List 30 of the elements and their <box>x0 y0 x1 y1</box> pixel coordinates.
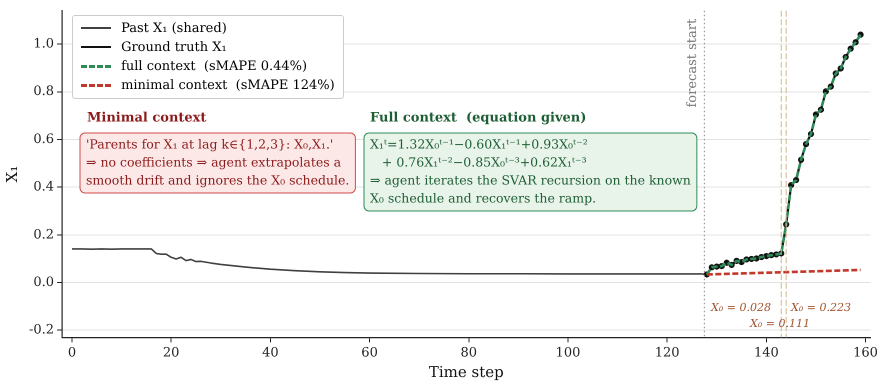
x-tick-label: 60 <box>361 346 378 361</box>
y-tick-label: 1.0 <box>33 36 54 52</box>
x-tick-label: 140 <box>754 346 779 361</box>
x-tick-label: 80 <box>460 346 478 361</box>
legend-label: Ground truth X₁ <box>121 38 227 57</box>
legend-label: Past X₁ (shared) <box>121 20 227 38</box>
annotation: Full context (equation given) <box>370 110 586 126</box>
x-tick-label: 0 <box>68 346 76 361</box>
x-tick-label: 160 <box>853 346 878 361</box>
y-tick-label: 0.2 <box>33 227 54 242</box>
ref-line-label: forecast start <box>685 18 700 108</box>
annotation: X₀ = 0.028 <box>710 300 771 314</box>
y-tick-label: 0.6 <box>33 132 54 147</box>
y-tick-label: 0.0 <box>33 274 54 290</box>
annotation: X₁ᵗ=1.32X₀ᵗ⁻¹−0.60X₁ᵗ⁻¹+0.93X₀ᵗ⁻² + 0.76X₁ᵗ⁻²−0.85X₀ᵗ⁻³+0.62X₁ᵗ⁻³ ⇒ agent iterates the SVAR recursion on the known X₀ schedule and recovers the ramp. <box>370 136 691 206</box>
x-tick-label: 100 <box>556 346 580 361</box>
y-tick-label: 0.8 <box>33 84 54 100</box>
annotation: X₀ = 0.111 <box>749 316 810 330</box>
annotation: X₀ = 0.223 <box>790 300 851 314</box>
x-tick-label: 20 <box>162 346 180 361</box>
x-tick-label: 40 <box>262 346 279 361</box>
annotation: 'Parents for X₁ at lag k∈{1,2,3}: X₀,X₁.' ⇒ no coefficients ⇒ agent extrapolates a smooth drift and ignores the X₀ schedule. <box>86 136 350 188</box>
annotation: Minimal context <box>87 110 206 126</box>
x-tick-label: 120 <box>654 346 680 361</box>
x-axis-title: Time step <box>428 362 504 381</box>
legend-label: full context (sMAPE 0.44%) <box>121 58 308 76</box>
legend-label: minimal context (sMAPE 124%) <box>121 76 335 95</box>
y-axis-title: X₁ <box>2 166 21 182</box>
y-tick-label: -0.2 <box>28 322 54 338</box>
y-tick-label: 0.4 <box>33 180 54 195</box>
